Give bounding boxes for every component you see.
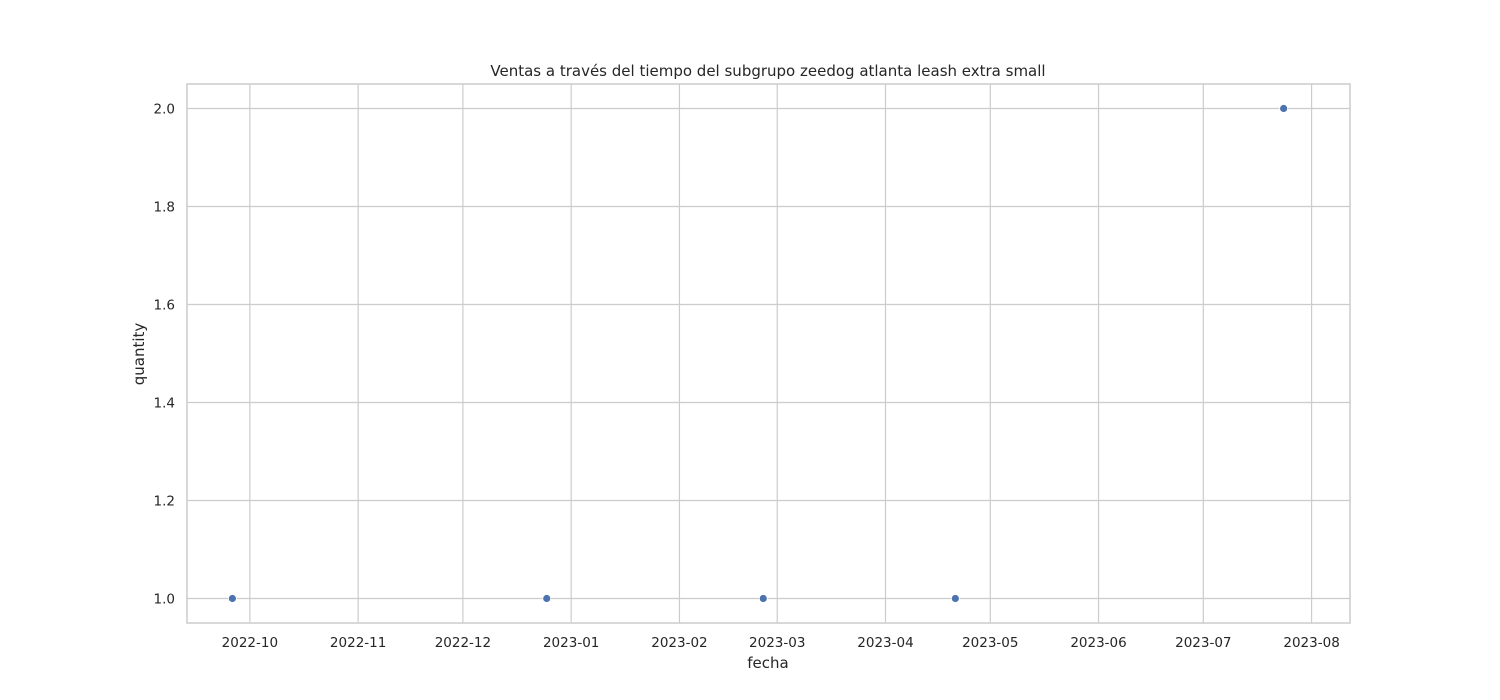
x-tick-label: 2023-07 (1175, 635, 1231, 651)
data-point (542, 594, 552, 603)
data-point (950, 594, 960, 603)
x-tick-label: 2023-01 (543, 635, 599, 651)
x-tick-label: 2023-08 (1283, 635, 1339, 651)
x-axis-label: fecha (747, 654, 788, 672)
y-tick-label: 1.6 (154, 298, 175, 314)
x-tick-label: 2023-03 (749, 635, 805, 651)
plot-frame (186, 83, 1351, 624)
y-tick-label: 2.0 (154, 102, 175, 118)
y-tick-label: 1.8 (154, 200, 175, 216)
chart-title: Ventas a través del tiempo del subgrupo … (490, 62, 1045, 80)
y-axis-label: quantity (130, 323, 148, 386)
x-tick-label: 2022-11 (330, 635, 386, 651)
grid-lines (187, 84, 1350, 623)
y-tick-label: 1.0 (154, 592, 175, 608)
x-tick-label: 2023-05 (962, 635, 1018, 651)
y-tick-labels: 1.0 1.2 1.4 1.6 1.8 2.0 (154, 102, 175, 608)
y-tick-label: 1.4 (154, 396, 175, 412)
data-point (1279, 104, 1289, 113)
x-tick-label: 2022-10 (222, 635, 278, 651)
y-tick-label: 1.2 (154, 494, 175, 510)
data-point (228, 594, 237, 603)
x-tick-label: 2023-04 (857, 635, 913, 651)
x-tick-label: 2023-02 (651, 635, 707, 651)
data-point (758, 594, 768, 603)
x-tick-label: 2022-12 (435, 635, 491, 651)
data-points (228, 104, 1289, 603)
x-tick-labels: 2022-10 2022-11 2022-12 2023-01 2023-02 2023-… (222, 635, 1340, 651)
x-tick-label: 2023-06 (1070, 635, 1126, 651)
